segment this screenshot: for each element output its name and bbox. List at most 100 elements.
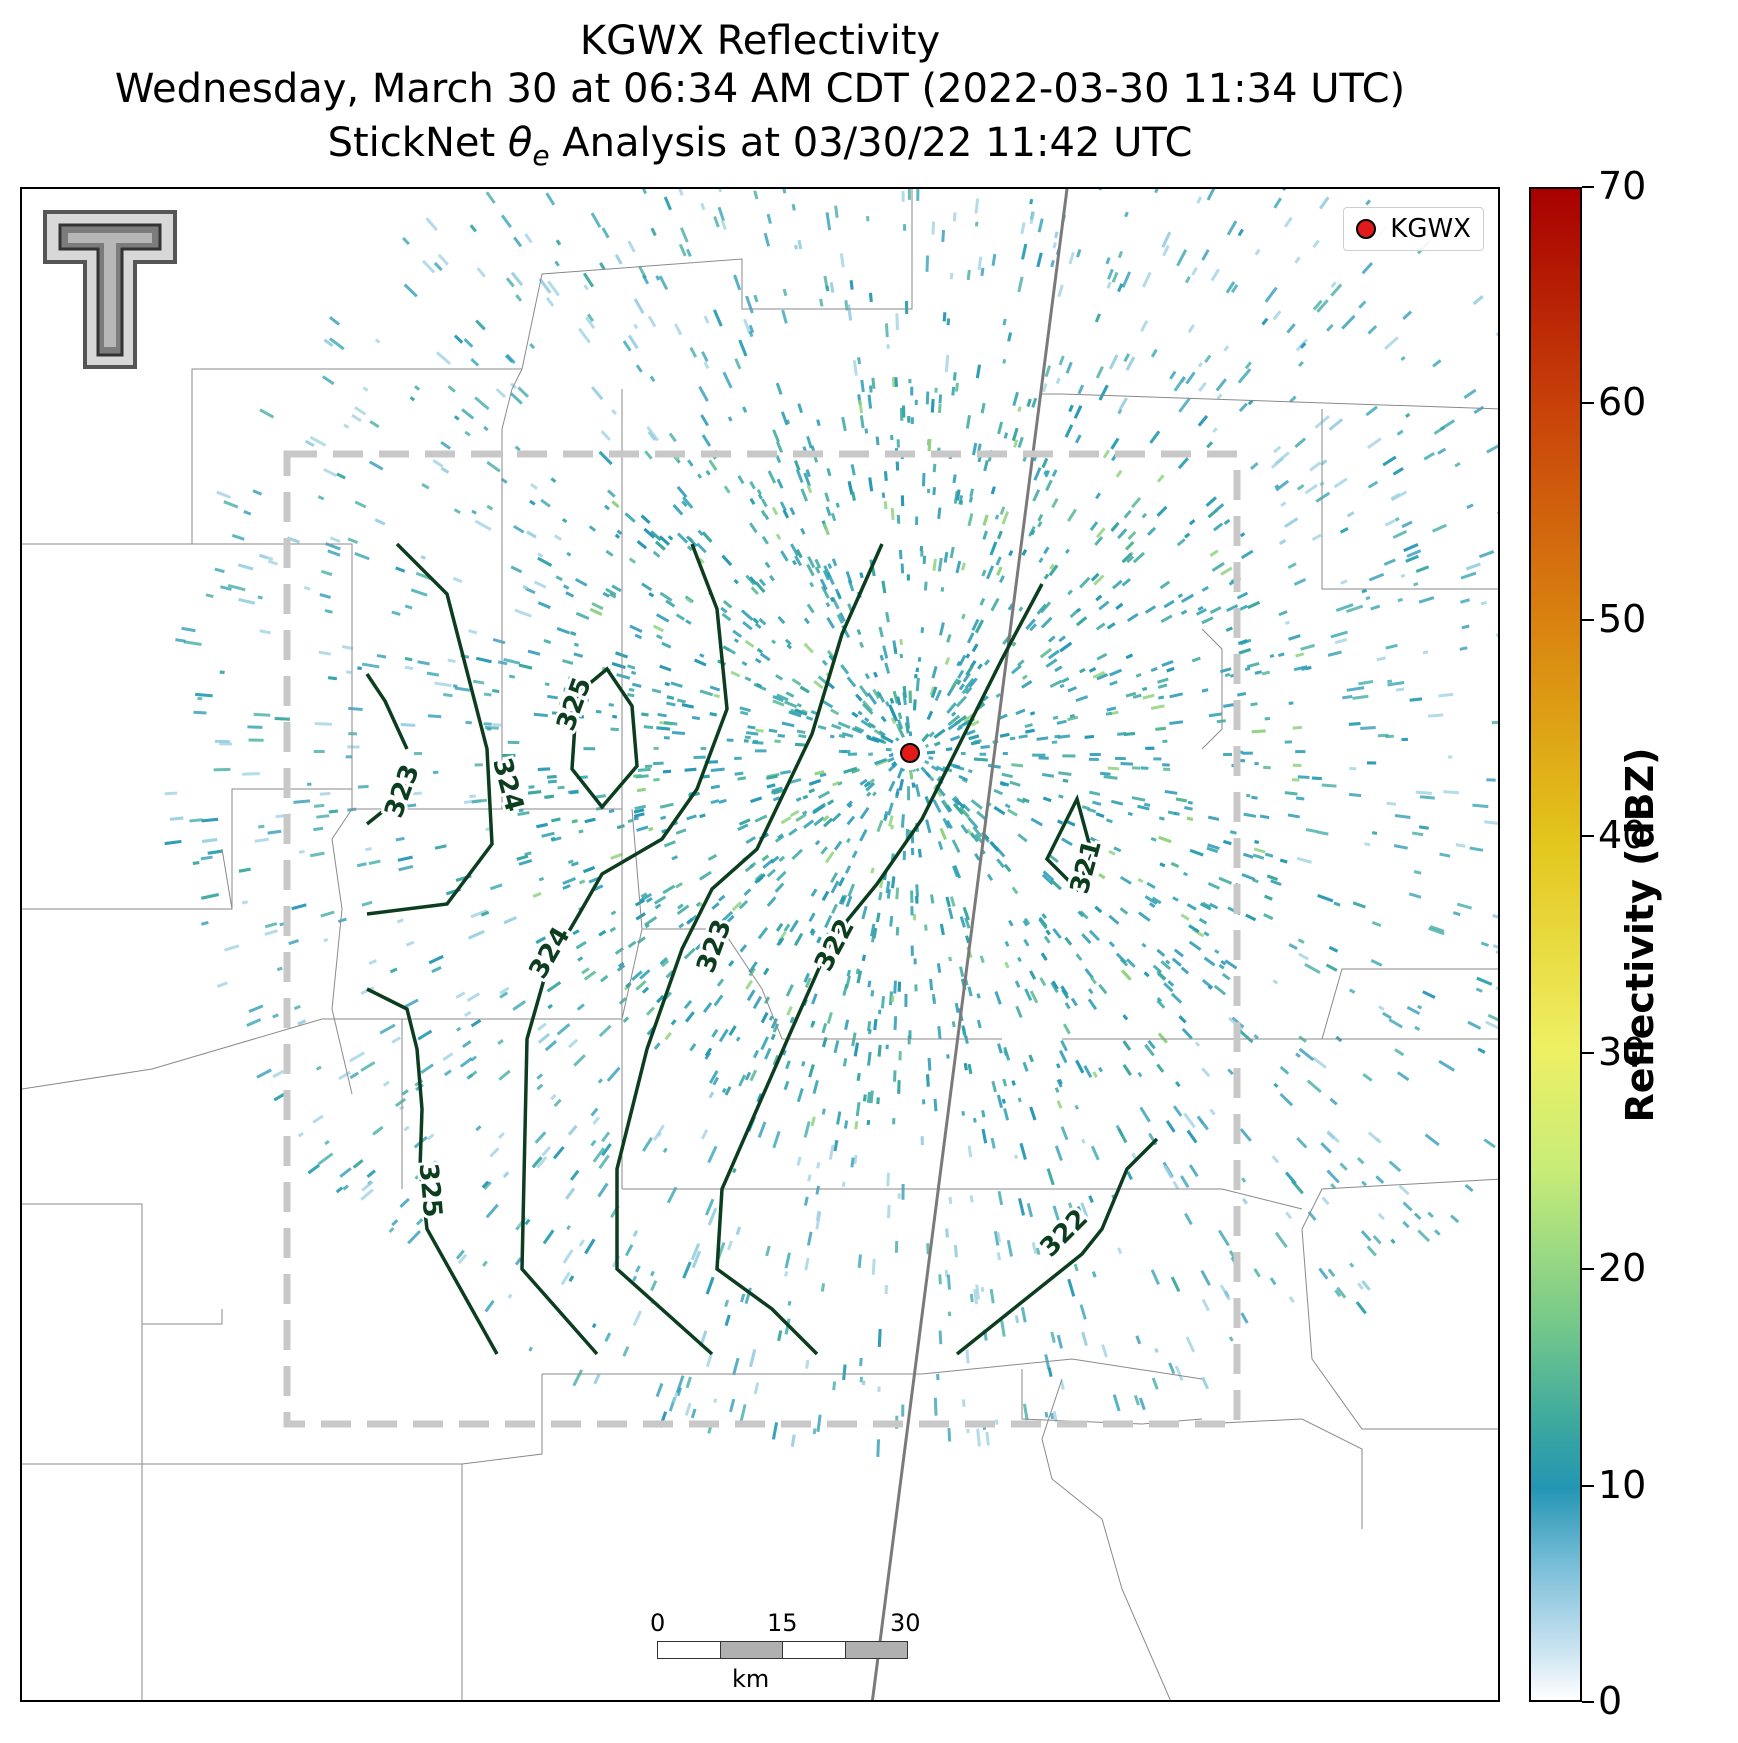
echo-gate xyxy=(1361,588,1368,594)
echo-gate xyxy=(1372,831,1378,835)
echo-gate xyxy=(691,1250,702,1269)
echo-gate xyxy=(618,997,627,1005)
echo-gate xyxy=(803,617,810,625)
echo-gate xyxy=(803,642,814,654)
echo-gate xyxy=(524,851,532,857)
echo-gate xyxy=(598,450,613,466)
echo-gate xyxy=(777,1330,783,1342)
echo-gate xyxy=(1173,948,1184,958)
echo-gate xyxy=(967,1063,973,1075)
echo-gate xyxy=(1376,656,1387,662)
echo-gate xyxy=(724,1314,731,1326)
echo-gate xyxy=(971,643,979,653)
echo-gate xyxy=(1497,890,1498,895)
radar-map[interactable]: 325 323 324 324 323 322 321 325 322 KGWX… xyxy=(20,187,1500,1702)
echo-gate xyxy=(1172,1180,1180,1190)
echo-gate xyxy=(1195,608,1207,616)
echo-gate xyxy=(895,313,899,331)
echo-gate xyxy=(309,435,327,447)
echo-gate xyxy=(953,1245,958,1258)
echo-gate xyxy=(1119,907,1129,915)
echo-gate xyxy=(1201,1067,1211,1078)
echo-gate xyxy=(1110,521,1120,532)
echo-gate xyxy=(733,578,739,585)
echo-gate xyxy=(996,1094,1003,1108)
echo-gate xyxy=(1094,313,1101,323)
echo-gate xyxy=(1168,1362,1176,1375)
echo-gate xyxy=(1244,361,1252,370)
echo-gate xyxy=(915,896,919,904)
echo-gate xyxy=(1150,348,1158,358)
echo-gate xyxy=(1013,439,1019,448)
echo-gate xyxy=(1330,283,1343,297)
echo-gate xyxy=(676,532,689,544)
echo-gate xyxy=(395,566,406,573)
echo-gate xyxy=(710,784,721,790)
echo-gate xyxy=(672,1391,679,1403)
echo-gate xyxy=(938,394,943,404)
echo-gate xyxy=(1264,286,1278,303)
echo-gate xyxy=(722,371,733,389)
echo-gate xyxy=(1386,801,1397,806)
echo-gate xyxy=(510,565,523,574)
echo-gate xyxy=(584,817,596,824)
echo-gate xyxy=(880,995,886,1009)
echo-gate xyxy=(823,817,834,828)
echo-gate xyxy=(1238,402,1248,413)
echo-gate xyxy=(965,665,974,676)
echo-gate xyxy=(1029,970,1037,980)
echo-gate xyxy=(1312,239,1320,249)
echo-gate xyxy=(1150,704,1165,710)
echo-gate xyxy=(867,1051,872,1066)
echo-gate xyxy=(841,731,854,738)
colorbar-tick-label: 50 xyxy=(1598,596,1647,641)
echo-gate xyxy=(993,805,1006,816)
echo-gate xyxy=(1342,694,1353,700)
echo-gate xyxy=(455,991,466,999)
echo-gate xyxy=(780,411,789,426)
echo-gate xyxy=(852,360,858,376)
echo-gate xyxy=(641,274,650,285)
echo-gate xyxy=(888,780,896,792)
echo-gate xyxy=(768,728,778,733)
echo-gate xyxy=(1480,600,1487,606)
echo-gate xyxy=(474,763,483,767)
echo-gate xyxy=(581,967,590,975)
echo-gate xyxy=(616,964,626,972)
echo-gate xyxy=(1045,658,1058,668)
echo-gate xyxy=(1090,1145,1100,1161)
colorbar-tick xyxy=(1582,1484,1594,1487)
echo-gate xyxy=(1439,852,1451,858)
echo-gate xyxy=(1384,519,1396,527)
echo-gate xyxy=(1253,1268,1261,1278)
echo-gate xyxy=(1225,626,1233,632)
echo-gate xyxy=(337,917,347,924)
echo-gate xyxy=(772,1130,781,1149)
echo-gate xyxy=(1289,395,1297,403)
echo-gate xyxy=(948,956,953,962)
echo-gate xyxy=(417,1029,433,1041)
echo-gate xyxy=(611,662,626,669)
echo-gate xyxy=(1244,666,1251,671)
echo-gate xyxy=(1334,638,1348,645)
echo-gate xyxy=(1259,814,1270,820)
echo-gate xyxy=(567,1124,578,1136)
echo-gate xyxy=(871,377,876,389)
echo-gate xyxy=(635,364,643,373)
echo-gate xyxy=(1180,593,1195,604)
echo-gate xyxy=(739,944,748,953)
echo-gate xyxy=(1087,998,1098,1011)
echo-gate xyxy=(766,783,776,789)
echo-gate xyxy=(886,888,891,899)
echo-gate xyxy=(541,831,555,838)
echo-gate xyxy=(597,1078,604,1084)
echo-gate xyxy=(721,910,734,923)
echo-gate xyxy=(324,1139,330,1146)
echo-gate xyxy=(703,361,710,370)
echo-gate xyxy=(1127,811,1133,816)
echo-gate xyxy=(1317,893,1334,903)
echo-gate xyxy=(776,870,787,882)
echo-gate xyxy=(659,591,673,602)
echo-gate xyxy=(1181,1027,1193,1040)
echo-gate xyxy=(1213,522,1224,532)
